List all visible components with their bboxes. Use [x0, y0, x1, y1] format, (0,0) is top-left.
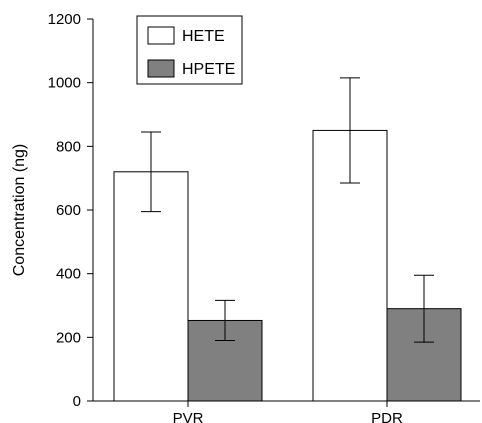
x-tick-label: PDR: [371, 410, 403, 423]
legend-label-hpete: HPETE: [182, 61, 235, 78]
legend-swatch-hete: [147, 26, 175, 45]
legend-label-hete: HETE: [182, 28, 225, 45]
y-tick-label: 1000: [48, 75, 81, 92]
y-axis-title: Concentration (ng): [11, 144, 28, 277]
bars: [113, 129, 462, 402]
y-tick-label: 1200: [48, 11, 81, 28]
y-tick-label: 0: [73, 393, 81, 410]
y-tick-label: 800: [56, 138, 81, 155]
bar-hete-pvr: [113, 171, 189, 402]
axes: 0 200 400 600 800 1000 1200 PVR PDR: [48, 11, 480, 423]
x-tick-label: PVR: [173, 410, 204, 423]
y-tick-label: 600: [56, 202, 81, 219]
legend: HETE HPETE: [136, 15, 243, 85]
y-tick-label: 400: [56, 266, 81, 283]
y-tick-label: 200: [56, 329, 81, 346]
legend-swatch-hpete: [147, 59, 175, 78]
error-bars: [141, 77, 434, 343]
